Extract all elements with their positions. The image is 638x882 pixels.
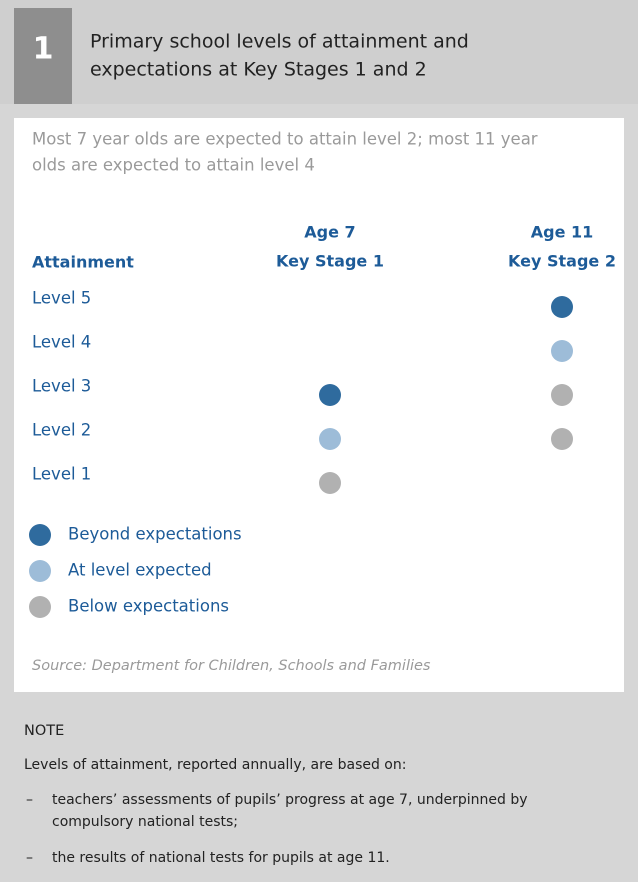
header-band [0,0,638,104]
note-title: NOTE [24,723,64,739]
level-dot [551,384,573,406]
row-label: Level 4 [32,333,91,352]
level-dot [319,472,341,494]
level-dot [551,296,573,318]
header-title: Primary school levels of attainment and [90,31,469,53]
legend-label: Below expectations [68,597,229,616]
row-label: Level 5 [32,289,91,308]
legend-dot [29,596,51,618]
subtitle: olds are expected to attain level 4 [32,156,315,175]
column-age: Age 11 [531,223,594,242]
number-box [14,8,72,104]
note-bullet: – [26,792,33,808]
header-title: expectations at Key Stages 1 and 2 [90,59,427,81]
row-header: Attainment [32,253,134,272]
note-item: teachers’ assessments of pupils’ progres… [52,792,528,808]
note-item: the results of national tests for pupils… [52,850,390,866]
level-dot [551,340,573,362]
level-dot [551,428,573,450]
column-age: Age 7 [304,223,355,242]
row-label: Level 2 [32,421,91,440]
legend-dot [29,524,51,546]
level-dot [319,384,341,406]
row-label: Level 1 [32,465,91,484]
note-bullet: – [26,850,33,866]
legend-dot [29,560,51,582]
header-number: 1 [33,32,54,67]
legend-label: At level expected [68,561,212,580]
legend-label: Beyond expectations [68,525,242,544]
panel [14,118,624,692]
row-label: Level 3 [32,377,91,396]
level-dot [319,428,341,450]
subtitle: Most 7 year olds are expected to attain … [32,130,538,149]
note-item: compulsory national tests; [52,814,238,830]
note-intro: Levels of attainment, reported annually,… [24,757,406,773]
source: Source: Department for Children, Schools… [32,658,431,674]
column-stage: Key Stage 2 [508,252,616,271]
column-stage: Key Stage 1 [276,252,384,271]
